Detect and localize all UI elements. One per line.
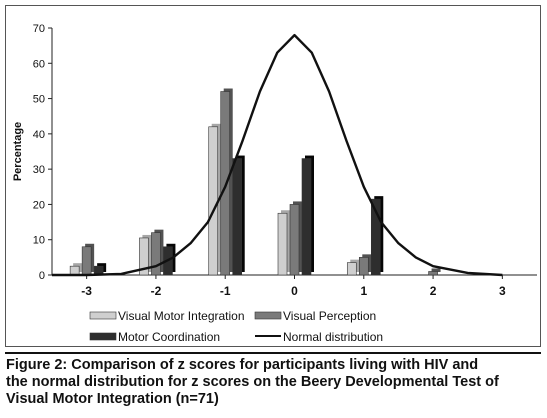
y-tick-label-1: 10 xyxy=(33,235,45,247)
y-tick-label-6: 60 xyxy=(33,58,45,70)
legend-label-0: Visual Motor Integration xyxy=(118,309,245,323)
x-tick-label-3: 0 xyxy=(291,284,298,298)
legend-swatch-0 xyxy=(89,311,117,320)
y-tick-label-5: 50 xyxy=(33,94,45,106)
y-tick-label-4: 40 xyxy=(33,129,45,141)
bar-s1-c1 xyxy=(151,232,161,276)
x-tick-label-4: 1 xyxy=(360,284,367,298)
bar-s1-c4 xyxy=(358,257,369,276)
bar-s2-c2 xyxy=(232,158,243,276)
legend-label-1: Visual Perception xyxy=(283,309,376,323)
bar-s1-c2 xyxy=(220,91,231,276)
x-tick-label-1: -2 xyxy=(151,284,162,298)
legend-swatch-2 xyxy=(89,332,117,341)
x-tick-label-0: -3 xyxy=(81,284,92,298)
legend-label-2: Motor Coordination xyxy=(118,330,220,344)
bar-s1-c5 xyxy=(428,271,438,276)
y-axis-title: Percentage xyxy=(12,122,24,181)
bar-side-s1-c5 xyxy=(431,268,441,272)
bar-s0-c3 xyxy=(277,212,288,276)
y-tick-label-0: 0 xyxy=(39,270,45,282)
caption-line-1: Figure 2: Comparison of z scores for par… xyxy=(6,357,479,373)
bar-s0-c0 xyxy=(69,265,80,276)
bar-s0-c1 xyxy=(139,237,149,276)
bar-s0-c4 xyxy=(346,262,357,276)
x-tick-label-5: 2 xyxy=(430,284,437,298)
y-tick-label-3: 30 xyxy=(33,164,45,176)
y-tick-label-2: 20 xyxy=(33,199,45,211)
y-tick-label-7: 70 xyxy=(33,23,45,35)
caption-rule xyxy=(5,352,541,354)
normal-distribution-line xyxy=(52,33,503,277)
legend-swatch-1 xyxy=(254,311,282,320)
figure-caption: Figure 2: Comparison of z scores for par… xyxy=(6,357,541,408)
chart: 0 10 20 30 40 50 60 70 Percentage -3 -2 -1 0 1 2 3 Visua… xyxy=(12,23,537,344)
caption-line-3: Visual Motor Integration (n=71) xyxy=(6,391,219,407)
x-tick-label-2: -1 xyxy=(220,284,231,298)
bar-s2-c4 xyxy=(370,198,381,276)
caption-line-2: the normal distribution for z scores on … xyxy=(6,374,499,390)
bar-s1-c0 xyxy=(81,246,92,276)
bar-s0-c2 xyxy=(208,126,219,276)
bar-s2-c3 xyxy=(301,158,312,276)
legend-label-3: Normal distribution xyxy=(283,330,383,344)
bar-s1-c3 xyxy=(289,204,300,276)
x-tick-label-6: 3 xyxy=(499,284,506,298)
